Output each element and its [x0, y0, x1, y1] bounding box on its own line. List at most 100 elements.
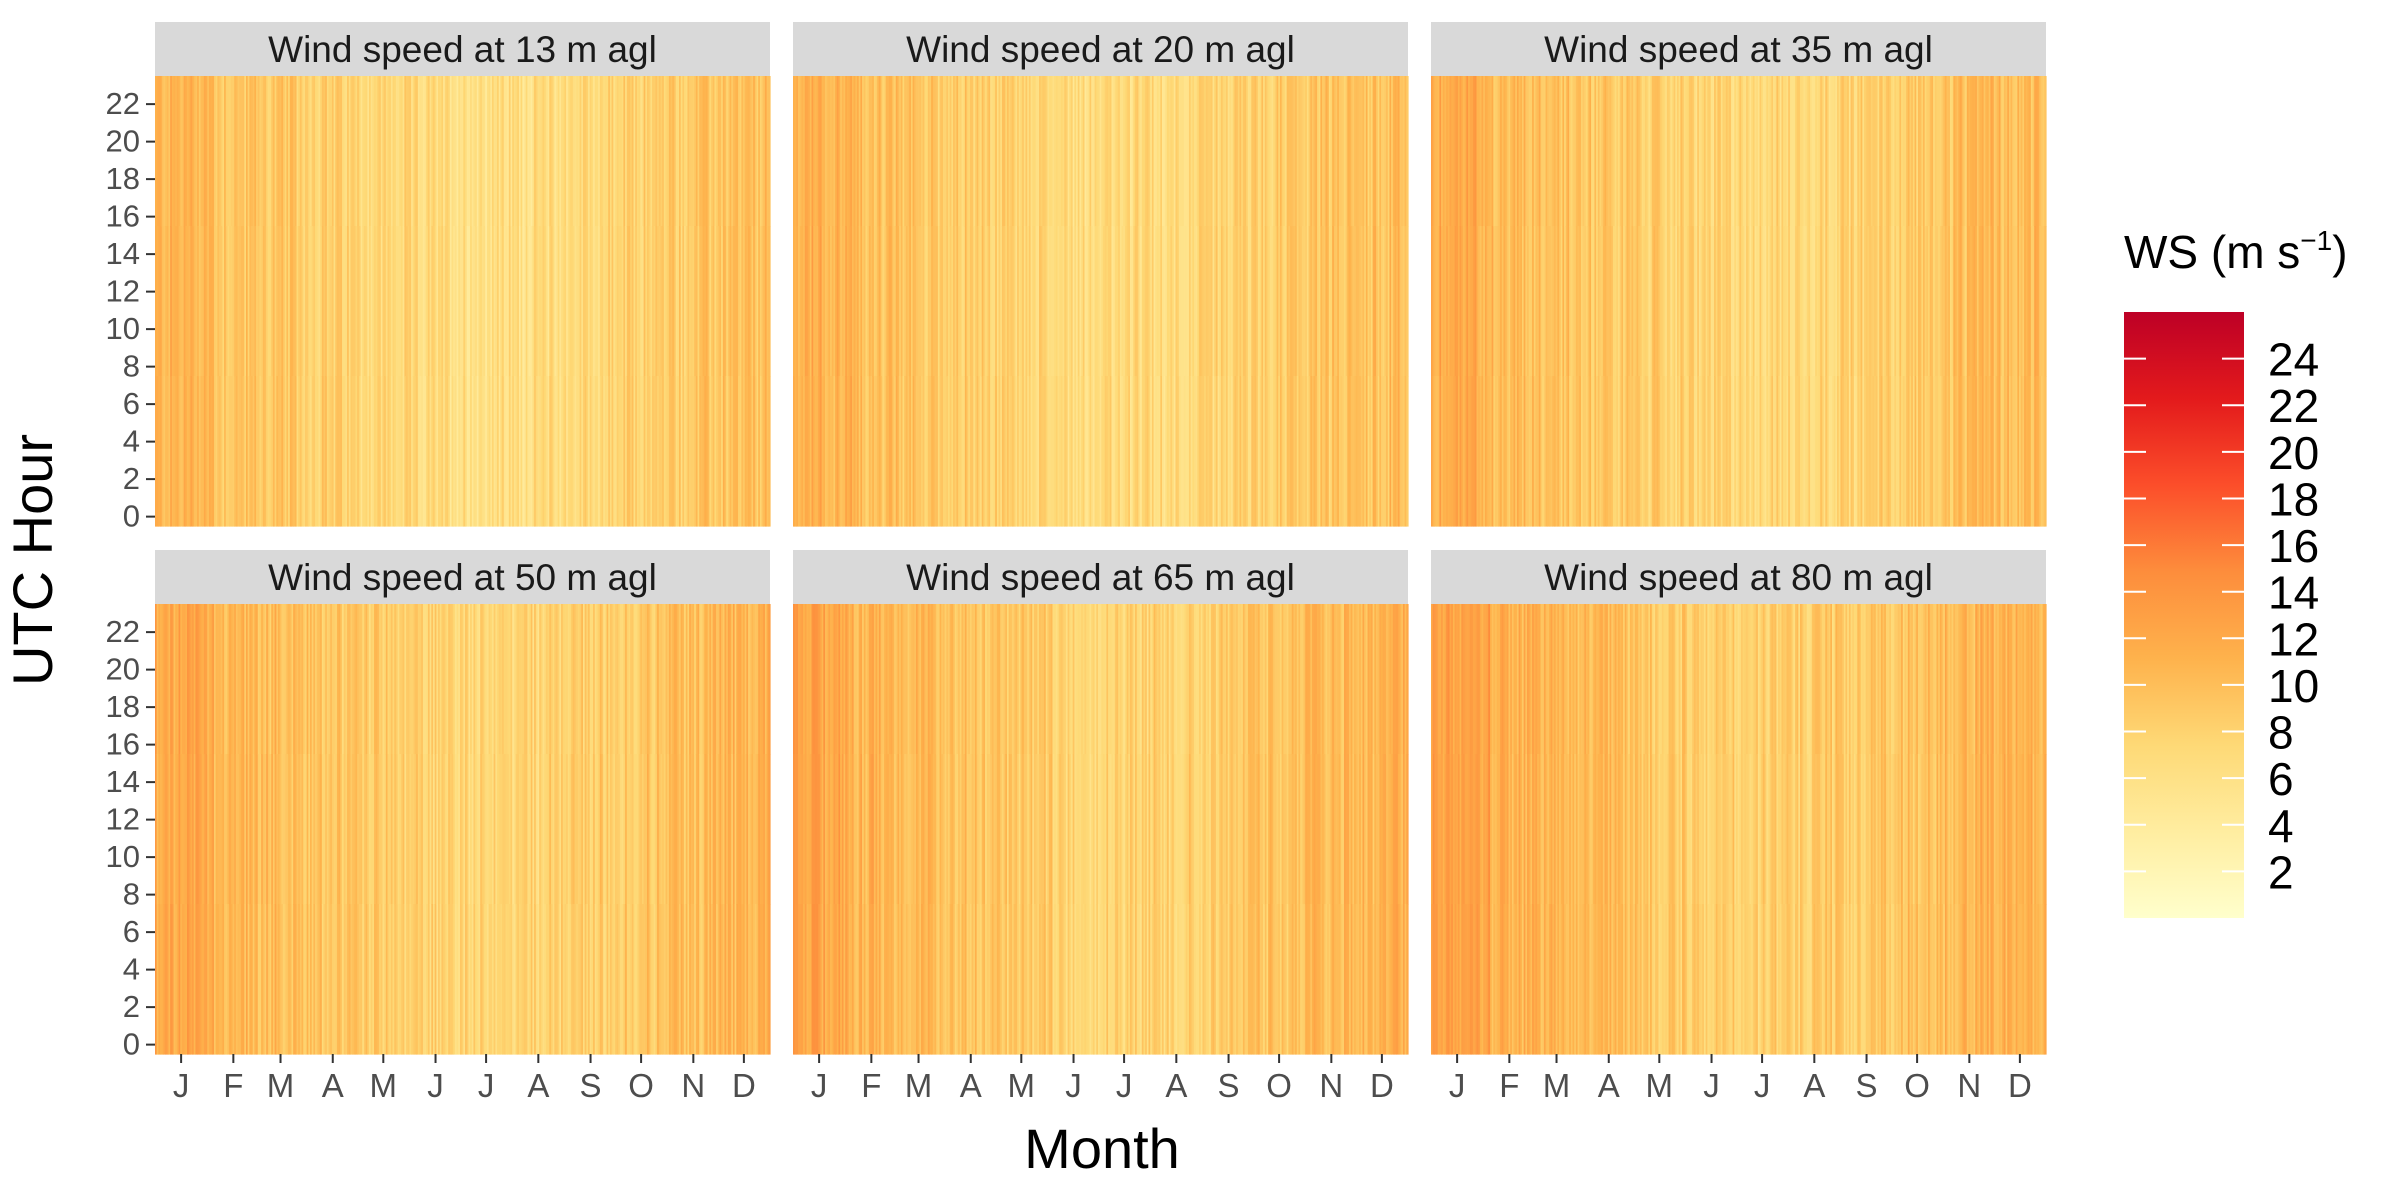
heatmap-cell	[744, 904, 748, 1055]
heatmap-cell	[912, 904, 915, 1055]
heatmap-cell	[744, 376, 748, 527]
heatmap-cell	[1059, 904, 1062, 1055]
heatmap-cell	[687, 226, 690, 377]
heatmap-cell	[155, 754, 158, 905]
heatmap-cell	[1293, 226, 1296, 377]
heatmap-cell	[1655, 376, 1658, 527]
heatmap-cell	[187, 904, 190, 1055]
heatmap-cell	[964, 376, 968, 527]
heatmap-cell	[1165, 376, 1168, 527]
heatmap-cell	[308, 904, 311, 1055]
heatmap-cell	[574, 376, 577, 527]
heatmap-cell	[321, 604, 325, 755]
heatmap-cell	[2008, 226, 2012, 377]
heatmap-cell	[690, 226, 694, 377]
heatmap-cell	[416, 226, 419, 377]
heatmap-cell	[604, 76, 608, 227]
heatmap-cell	[1464, 76, 1467, 227]
heatmap-cell	[841, 226, 845, 377]
heatmap-cell	[1457, 376, 1461, 527]
heatmap-cell	[537, 754, 540, 905]
heatmap-cell	[362, 904, 365, 1055]
heatmap-cell	[1328, 376, 1332, 527]
heatmap-cell	[503, 904, 507, 1055]
heatmap-cell	[867, 904, 870, 1055]
heatmap-cell	[645, 76, 648, 227]
heatmap-cell	[1535, 226, 1538, 377]
heatmap-cell	[872, 604, 875, 755]
heatmap-cell	[165, 904, 168, 1055]
heatmap-cell	[480, 754, 483, 905]
heatmap-cell	[537, 904, 540, 1055]
heatmap-cell	[539, 754, 542, 905]
heatmap-cell	[1072, 754, 1075, 905]
heatmap-cell	[363, 376, 367, 527]
heatmap-cell	[331, 226, 335, 377]
heatmap-cell	[304, 604, 308, 755]
heatmap-cell	[1697, 376, 1700, 527]
heatmap-cell	[873, 754, 877, 905]
heatmap-cell	[1933, 76, 1936, 227]
heatmap-cell	[1938, 226, 1941, 377]
heatmap-cell	[739, 904, 742, 1055]
heatmap-cell	[946, 226, 949, 377]
heatmap-cell	[288, 904, 291, 1055]
heatmap-cell	[1020, 904, 1023, 1055]
heatmap-cell	[380, 76, 384, 227]
heatmap-cell	[1978, 226, 1981, 377]
heatmap-cell	[753, 76, 756, 227]
heatmap-cell	[1744, 376, 1747, 527]
heatmap-cell	[2040, 226, 2044, 377]
heatmap-cell	[1342, 376, 1345, 527]
heatmap-cell	[310, 76, 313, 227]
heatmap-cell	[819, 376, 823, 527]
heatmap-cell	[868, 904, 872, 1055]
heatmap-cell	[370, 76, 373, 227]
heatmap-cell	[1167, 226, 1170, 377]
heatmap-cell	[1618, 226, 1621, 377]
heatmap-cell	[625, 754, 628, 905]
heatmap-cell	[1855, 376, 1858, 527]
heatmap-cell	[1232, 226, 1236, 377]
heatmap-cell	[623, 904, 626, 1055]
heatmap-cell	[525, 226, 528, 377]
heatmap-cell	[714, 754, 717, 905]
heatmap-cell	[1197, 76, 1200, 227]
heatmap-cell	[1602, 376, 1606, 527]
heatmap-cell	[1806, 226, 1810, 377]
heatmap-cell	[1111, 76, 1114, 227]
heatmap-cell	[298, 904, 301, 1055]
heatmap-cell	[461, 604, 464, 755]
heatmap-cell	[1188, 226, 1192, 377]
heatmap-cell	[1739, 76, 1742, 227]
heatmap-cell	[488, 76, 491, 227]
heatmap-cell	[623, 604, 626, 755]
heatmap-cell	[746, 76, 749, 227]
heatmap-cell	[320, 754, 323, 905]
heatmap-cell	[534, 76, 537, 227]
heatmap-cell	[596, 904, 599, 1055]
heatmap-cell	[197, 226, 200, 377]
heatmap-cell	[1325, 376, 1328, 527]
heatmap-cell	[1042, 604, 1045, 755]
heatmap-cell	[235, 754, 239, 905]
heatmap-cell	[968, 754, 971, 905]
heatmap-cell	[498, 604, 502, 755]
heatmap-cell	[1163, 76, 1166, 227]
heatmap-cell	[1084, 754, 1087, 905]
heatmap-cell	[1156, 76, 1160, 227]
heatmap-cell	[1521, 226, 1525, 377]
heatmap-cell	[197, 76, 200, 227]
heatmap-cell	[1971, 376, 1975, 527]
panel-title: Wind speed at 20 m agl	[906, 29, 1295, 70]
heatmap-cell	[751, 376, 754, 527]
heatmap-cell	[616, 226, 619, 377]
heatmap-cell	[1040, 904, 1043, 1055]
heatmap-cell	[529, 754, 532, 905]
heatmap-cell	[672, 604, 675, 755]
heatmap-cell	[1389, 376, 1392, 527]
heatmap-cell	[636, 226, 640, 377]
heatmap-cell	[991, 76, 995, 227]
heatmap-cell	[401, 376, 404, 527]
heatmap-cell	[1338, 376, 1342, 527]
